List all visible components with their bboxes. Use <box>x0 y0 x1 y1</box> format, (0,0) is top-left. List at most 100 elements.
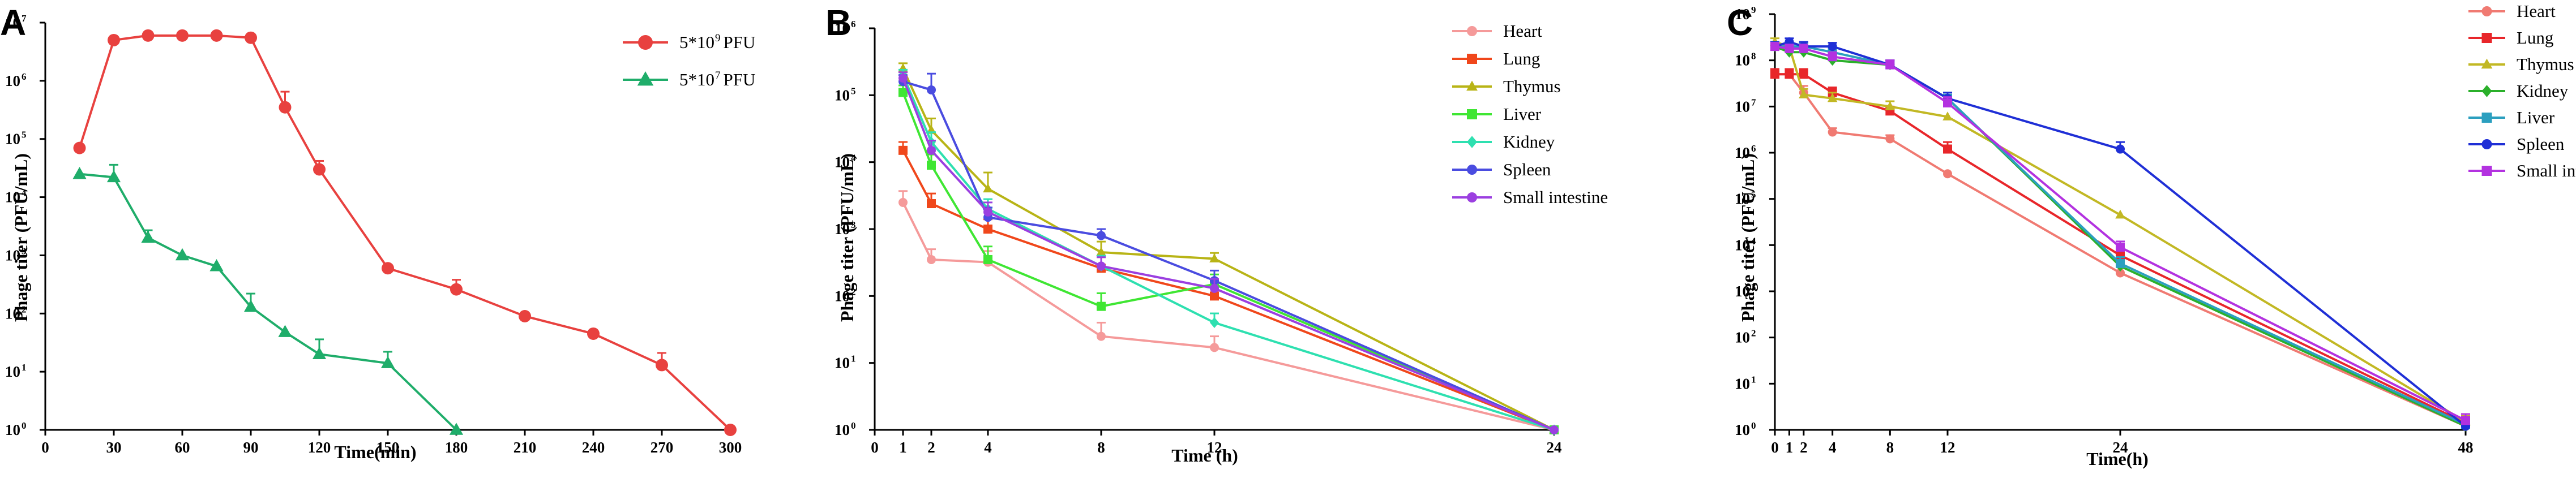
series-c-2-point <box>1827 93 1838 102</box>
series-a-1-point <box>72 166 87 179</box>
x-axis-title-b: Time (h) <box>1171 445 1238 466</box>
y-tick-label-c: 10 <box>1735 144 1750 161</box>
series-b-6-point <box>983 207 992 217</box>
series-a-1-point <box>449 423 464 435</box>
series-c-0-point <box>2116 268 2125 278</box>
x-tick-label-b: 8 <box>1097 439 1105 456</box>
x-tick-label-a: 210 <box>514 439 537 456</box>
axes-c: 10 010 110 210 310 410 510 610 710 810 90 1 2 4 8 12 24 4… <box>1735 5 2474 456</box>
series-a-1-point <box>380 356 395 368</box>
legend-label-b-4: Kidney <box>1503 132 1555 152</box>
series-c-4-point <box>2116 258 2125 268</box>
series-b-1-point <box>927 199 936 209</box>
x-tick-label-b: 2 <box>927 439 935 456</box>
series-a-0-point <box>176 29 189 42</box>
plot-area-a <box>72 29 737 436</box>
plot-area-b <box>898 62 1559 436</box>
series-b-3-point <box>927 161 936 170</box>
legend-marker-b-5 <box>1467 165 1477 175</box>
legend-marker-b-0 <box>1467 26 1477 36</box>
series-c-1-point <box>1943 144 1952 154</box>
y-tick-label-b: 10 <box>835 355 850 372</box>
y-tick-exponent-b: 3 <box>851 219 856 230</box>
series-c-6-point <box>1799 44 1808 53</box>
y-tick-exponent-b: 4 <box>851 153 856 163</box>
x-tick-label-b: 0 <box>871 439 879 456</box>
legend-label-b-3: Liver <box>1503 104 1542 124</box>
y-tick-label-c: 10 <box>1735 98 1750 115</box>
series-c-6-point <box>2116 243 2125 252</box>
y-tick-label-a: 10 <box>5 14 20 31</box>
series-c-2-point <box>1799 89 1809 98</box>
x-tick-label-a: 90 <box>243 439 259 456</box>
legend-label-b-0: Heart <box>1503 21 1542 41</box>
series-a-0-point <box>519 309 531 322</box>
series-c-2-point <box>1942 111 1953 120</box>
x-tick-label-c: 0 <box>1771 439 1779 456</box>
series-a-0-point <box>656 359 668 372</box>
series-b-4-line <box>902 74 1555 431</box>
y-tick-label-c: 10 <box>1735 283 1750 300</box>
series-a-0-point <box>450 283 463 296</box>
x-tick-label-a: 60 <box>175 439 190 456</box>
y-tick-label-a: 10 <box>5 421 20 438</box>
y-tick-exponent-a: 7 <box>22 13 27 24</box>
y-tick-exponent-b: 2 <box>851 286 856 297</box>
y-tick-exponent-a: 4 <box>22 188 27 199</box>
legend-c: Heart Lung Thymus Kidney Liver Spleen Small in… <box>2468 1 2576 180</box>
series-b-3-point <box>898 88 908 97</box>
series-c-0-point <box>1943 169 1952 179</box>
series-c-1-point <box>1770 70 1779 79</box>
series-a-0-point <box>73 141 86 154</box>
y-tick-label-c: 10 <box>1735 421 1750 438</box>
legend-label-b-2: Thymus <box>1503 76 1561 96</box>
series-b-6-point <box>1097 261 1106 271</box>
legend-marker-c-2 <box>2481 58 2493 69</box>
x-tick-label-a: 270 <box>651 439 674 456</box>
series-b-0-point <box>927 255 936 264</box>
y-tick-label-b: 10 <box>835 421 850 438</box>
y-tick-exponent-a: 5 <box>22 130 27 140</box>
series-b-3-point <box>1097 301 1106 311</box>
series-c-1-point <box>1799 70 1808 79</box>
legend-marker-b-1 <box>1467 54 1477 64</box>
legend-label-c-0: Heart <box>2517 1 2556 21</box>
y-tick-exponent-a: 0 <box>22 420 27 431</box>
y-tick-exponent-b: 1 <box>851 354 856 364</box>
x-tick-label-b: 4 <box>984 439 992 456</box>
y-tick-exponent-b: 6 <box>851 19 856 29</box>
axes-a: 10 010 110 210 310 410 510 610 70 30 60 90 120 150 180… <box>5 13 742 456</box>
series-b-1-line <box>902 149 1555 431</box>
legend-marker-c-1 <box>2481 33 2492 43</box>
x-axis-title-c: Time(h) <box>2086 449 2149 469</box>
panel-label-a: A <box>0 2 26 43</box>
legend-label-c-2: Thymus <box>2517 54 2574 74</box>
y-tick-exponent-b: 5 <box>851 85 856 96</box>
y-tick-label-a: 10 <box>5 247 20 264</box>
x-tick-label-a: 30 <box>106 439 122 456</box>
x-tick-label-a: 240 <box>582 439 605 456</box>
legend-label-a-1: 5*10 <box>679 70 714 89</box>
x-tick-label-a: 180 <box>445 439 468 456</box>
x-tick-label-a: 300 <box>719 439 742 456</box>
series-b-5-point <box>1097 231 1106 240</box>
x-axis-title-a: Time(min) <box>334 442 416 462</box>
series-b-2-point <box>983 183 993 193</box>
series-a-0-point <box>108 33 120 46</box>
series-a-1-line <box>79 173 457 431</box>
y-tick-exponent-a: 1 <box>22 362 27 373</box>
y-tick-label-a: 10 <box>5 189 20 206</box>
panel-label-c: C <box>1727 2 1753 43</box>
series-a-0-point <box>382 262 394 275</box>
y-tick-label-c: 10 <box>1735 6 1750 23</box>
legend-label-a-0: 5*10 <box>679 32 714 52</box>
y-tick-exponent-c: 5 <box>1751 189 1756 200</box>
series-a-1-point <box>209 259 224 271</box>
legend-marker-b-4 <box>1467 136 1477 148</box>
legend-exponent-a-0: 9 <box>715 32 721 44</box>
series-b-0-line <box>902 202 1555 431</box>
series-c-2-point <box>1885 101 1895 110</box>
y-tick-label-a: 10 <box>5 72 20 89</box>
series-c-1-point <box>1785 70 1794 79</box>
